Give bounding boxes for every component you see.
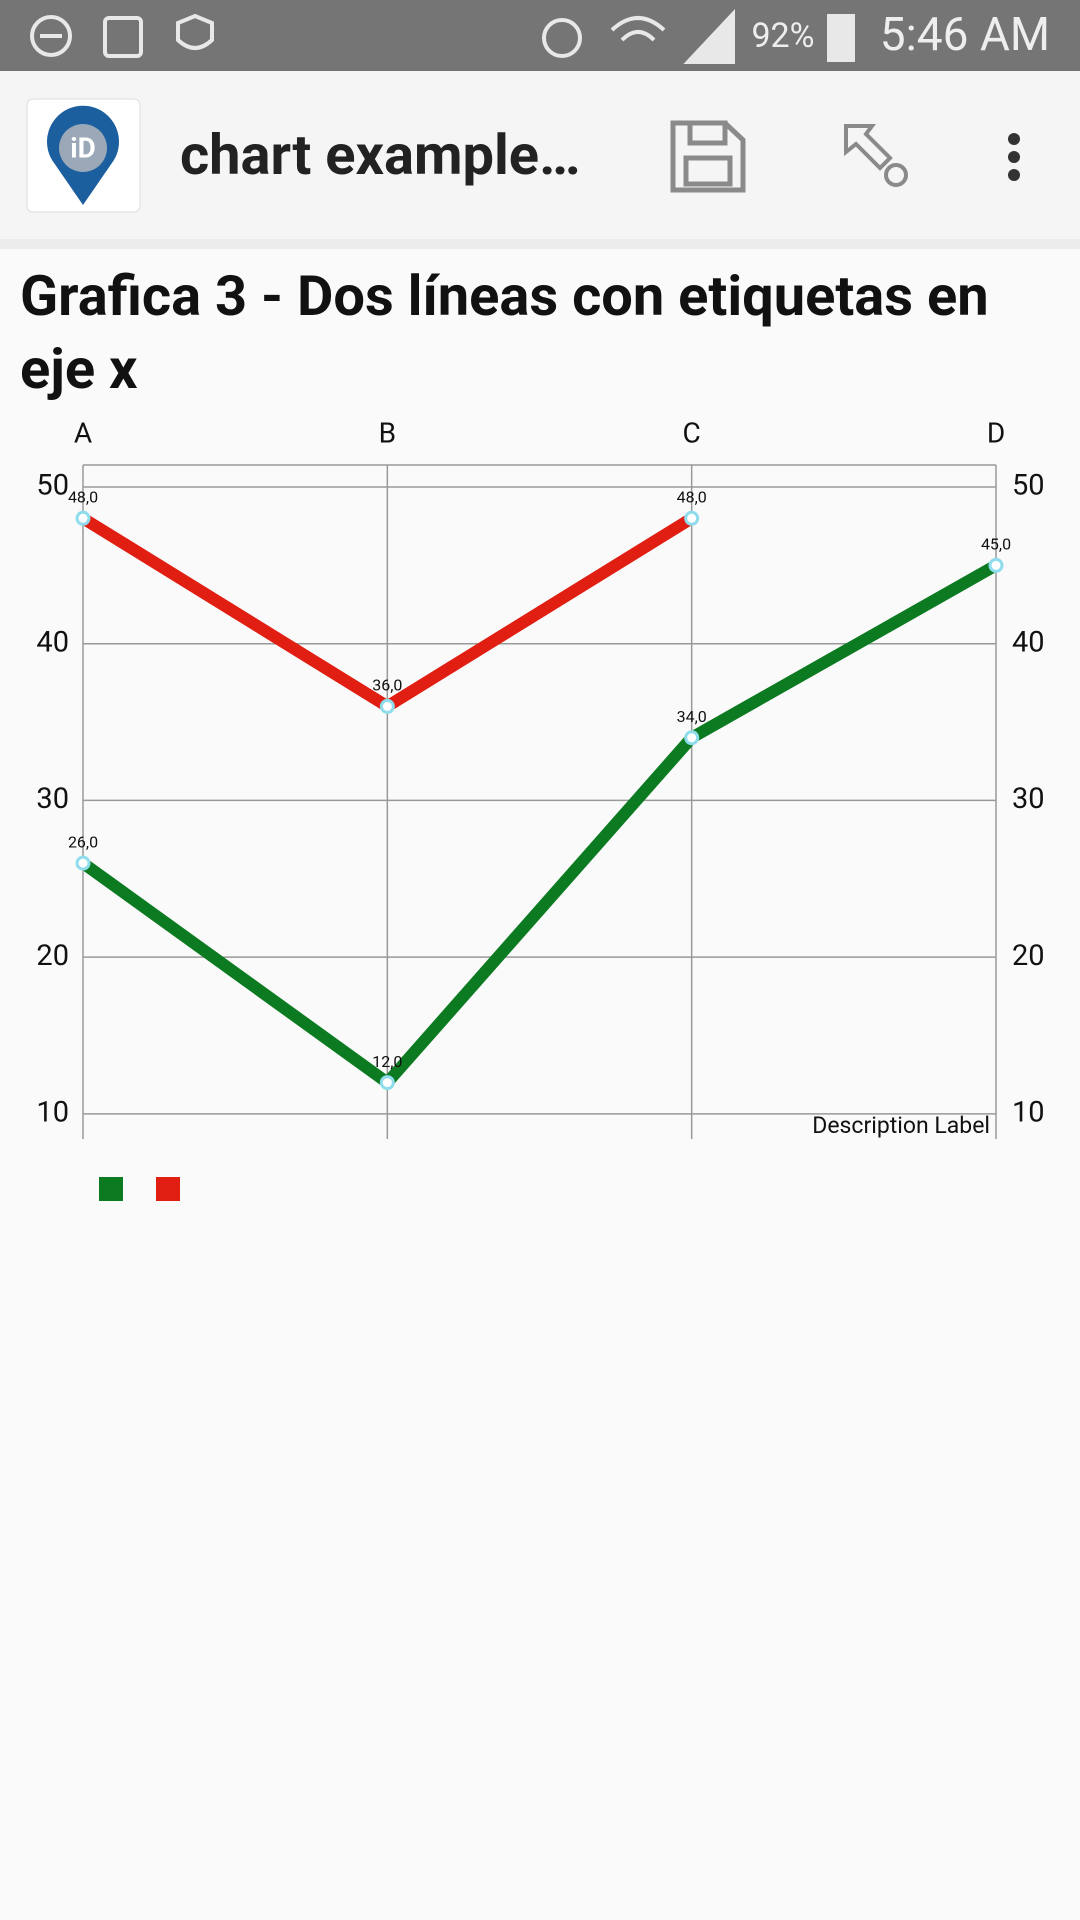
value-label: 26,0 bbox=[68, 832, 98, 851]
clock: 5:46 AM bbox=[880, 8, 1050, 62]
legend-swatch bbox=[156, 1177, 180, 1201]
data-point bbox=[379, 1075, 395, 1091]
x-tick-label: D bbox=[987, 416, 1005, 449]
x-tick-label: A bbox=[74, 416, 92, 449]
data-point bbox=[684, 730, 700, 746]
y2-tick-label: 50 bbox=[1012, 469, 1045, 503]
series-line bbox=[79, 560, 999, 1089]
data-point bbox=[379, 698, 395, 714]
battery-text: 92% bbox=[751, 16, 814, 56]
data-point bbox=[988, 557, 1004, 573]
y-tick-label: 40 bbox=[36, 625, 69, 659]
overflow-menu[interactable] bbox=[1008, 133, 1020, 181]
y-tick-label: 30 bbox=[36, 782, 69, 816]
x-tick-label: C bbox=[683, 416, 701, 449]
svg-text:iD: iD bbox=[70, 131, 96, 164]
data-point bbox=[75, 510, 91, 526]
y2-tick-label: 10 bbox=[1012, 1096, 1045, 1130]
chart-title: Grafica 3 - Dos líneas con etiquetas en e… bbox=[20, 263, 989, 402]
y-tick-label: 50 bbox=[36, 469, 69, 503]
data-point bbox=[684, 510, 700, 526]
export-button[interactable] bbox=[844, 124, 908, 187]
save-button[interactable] bbox=[670, 120, 746, 193]
app-bar bbox=[0, 71, 1080, 239]
y-tick-label: 10 bbox=[36, 1096, 69, 1130]
status-icons bbox=[30, 8, 855, 64]
value-label: 34,0 bbox=[677, 707, 707, 726]
app-title: chart example… bbox=[180, 122, 581, 188]
value-label: 48,0 bbox=[677, 488, 707, 507]
value-label: 48,0 bbox=[68, 488, 98, 507]
data-point bbox=[75, 855, 91, 871]
description-label: Description Label bbox=[812, 1112, 990, 1139]
y2-tick-label: 20 bbox=[1012, 939, 1045, 973]
value-label: 36,0 bbox=[372, 676, 402, 695]
value-label: 12,0 bbox=[372, 1052, 402, 1071]
app-bar-shadow bbox=[0, 239, 1080, 249]
y-tick-label: 20 bbox=[36, 939, 69, 973]
value-label: 45,0 bbox=[981, 535, 1011, 554]
legend-swatch bbox=[99, 1177, 123, 1201]
y2-tick-label: 40 bbox=[1012, 625, 1045, 659]
x-tick-label: B bbox=[379, 416, 396, 449]
app-icon[interactable]: iD bbox=[26, 98, 141, 213]
y2-tick-label: 30 bbox=[1012, 782, 1045, 816]
